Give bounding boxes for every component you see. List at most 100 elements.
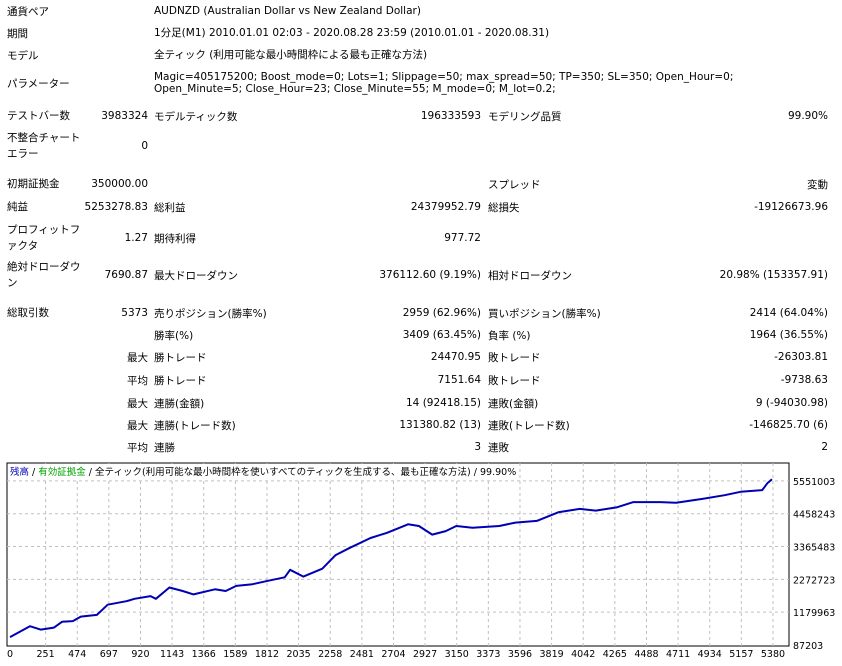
- stat-label: 相対ドローダウン: [488, 269, 572, 282]
- header-value: AUDNZD (Australian Dollar vs New Zealand…: [154, 5, 421, 17]
- stat-label: スプレッド: [488, 178, 541, 191]
- stat-value: 変動: [807, 178, 828, 191]
- stat-value: 24379952.79: [410, 201, 481, 213]
- header-row: 通貨ペア AUDNZD (Australian Dollar vs New Zea…: [0, 3, 842, 19]
- stat-value: -19126673.96: [754, 201, 828, 213]
- stat-label: [7, 439, 89, 455]
- stat-value: 0: [141, 140, 148, 152]
- stat-label: [7, 372, 89, 388]
- stat-value: [90, 327, 148, 343]
- legend-equity: 有効証拠金: [38, 467, 86, 478]
- header-label: パラメーター: [7, 77, 70, 90]
- x-tick-label: 3596: [508, 649, 532, 660]
- x-tick-label: 5157: [729, 649, 753, 660]
- stat-label: モデリング品質: [488, 110, 562, 123]
- legend-sep: /: [29, 467, 39, 478]
- stat-value: 最大: [127, 397, 148, 410]
- stat-value: 平均: [127, 441, 148, 454]
- x-tick-label: 4934: [698, 649, 722, 660]
- stat-value: 3409 (63.45%): [402, 329, 481, 341]
- header-value: Magic=405175200; Boost_mode=0; Lots=1; S…: [154, 71, 734, 95]
- stat-value: -146825.70 (6): [749, 419, 828, 431]
- y-tick-label: 4458243: [793, 510, 835, 521]
- stat-value: 350000.00: [91, 178, 148, 190]
- stat-label: 初期証拠金: [7, 178, 60, 190]
- stat-value: 9 (-94030.98): [755, 397, 828, 409]
- stat-value: [290, 176, 481, 192]
- stat-value: -26303.81: [774, 351, 828, 363]
- stat-label: 連敗(トレード数): [488, 419, 570, 432]
- x-tick-label: 2704: [381, 649, 405, 660]
- stat-label: [7, 417, 89, 433]
- stat-value: [600, 222, 828, 254]
- stat-label: 勝率(%): [154, 329, 194, 342]
- legend-model: 全ティック(利用可能な最小時間枠を使いすべてのティックを生成する、最も正確な方法…: [95, 467, 471, 478]
- x-tick-label: 3373: [476, 649, 500, 660]
- stats-row: 勝率(%) 3409 (63.45%) 負率 (%) 1964 (36.55%): [0, 327, 842, 343]
- stat-label: モデルティック数: [154, 110, 238, 123]
- stat-value: 2: [821, 441, 828, 453]
- stat-label: 不整合チャートエラー: [7, 132, 81, 160]
- x-tick-label: 2927: [413, 649, 437, 660]
- stat-value: 99.90%: [787, 110, 828, 122]
- x-tick-label: 3150: [445, 649, 469, 660]
- x-tick-label: 4711: [666, 649, 690, 660]
- stat-label: 敗トレード: [488, 351, 541, 364]
- x-tick-label: 1366: [192, 649, 216, 660]
- stat-value: [600, 130, 828, 162]
- x-tick-label: 2258: [318, 649, 342, 660]
- stat-label: 買いポジション(勝率%): [488, 307, 601, 320]
- stat-value: [290, 130, 481, 162]
- stat-value: 20.98% (153357.91): [719, 269, 828, 281]
- stat-value: 3: [474, 441, 481, 453]
- y-tick-label: 87203: [793, 641, 823, 652]
- stats-row: 平均 連勝 3 連敗 2: [0, 439, 842, 455]
- stats-row: 総取引数 5373 売りポジション(勝率%) 2959 (62.96%) 買いポジション…: [0, 305, 842, 321]
- balance-chart: 0 251 474 697 920 1143 1366 1589 1812 2035 2258 248…: [6, 462, 835, 660]
- stat-value: 977.72: [444, 232, 481, 244]
- stats-row: 最大 勝トレード 24470.95 敗トレード -26303.81: [0, 349, 842, 365]
- x-tick-label: 4488: [634, 649, 658, 660]
- legend-sep: /: [85, 467, 96, 478]
- stat-value: 5373: [121, 307, 148, 319]
- stat-value: 376112.60 (9.19%): [379, 269, 481, 281]
- stat-label: 純益: [7, 201, 28, 213]
- stats-row: 最大 連勝(トレード数) 131380.82 (13) 連敗(トレード数) -14682…: [0, 417, 842, 433]
- header-row: パラメーター Magic=405175200; Boost_mode=0; Lot…: [0, 70, 842, 96]
- stats-row: 絶対ドローダウン 7690.87 最大ドローダウン 376112.60 (9.19%)…: [0, 259, 842, 291]
- stats-row: 平均 勝トレード 7151.64 敗トレード -9738.63: [0, 372, 842, 388]
- stat-label: 勝トレード: [154, 374, 207, 387]
- header-label: 期間: [7, 27, 28, 40]
- stat-value: 平均: [127, 374, 148, 387]
- x-tick-label: 251: [37, 649, 55, 660]
- plot-frame: [6, 462, 790, 647]
- x-tick-label: 4265: [603, 649, 627, 660]
- stat-label: 総利益: [154, 201, 186, 214]
- y-tick-label: 3365483: [793, 543, 835, 554]
- stat-label: テストバー数: [7, 110, 70, 122]
- y-tick-label: 5551003: [793, 477, 835, 488]
- balance-line: [9, 478, 773, 638]
- stat-label: 連勝(金額): [154, 397, 205, 410]
- stat-label: 期待利得: [154, 232, 196, 245]
- stat-value: 1.27: [124, 232, 148, 244]
- stat-value: 14 (92418.15): [406, 397, 481, 409]
- header-row: 期間 1分足(M1) 2010.01.01 02:03 - 2020.08.28 …: [0, 25, 842, 41]
- stats-row: 不整合チャートエラー 0: [0, 130, 842, 162]
- stat-value: 131380.82 (13): [399, 419, 481, 431]
- stat-label: 最大ドローダウン: [154, 269, 238, 282]
- legend-sep: /: [470, 467, 481, 478]
- stats-row: プロフィットファクタ 1.27 期待利得 977.72: [0, 222, 842, 254]
- stat-label: 連勝(トレード数): [154, 419, 236, 432]
- stat-label: 勝トレード: [154, 351, 207, 364]
- stat-label: 負率 (%): [488, 329, 531, 342]
- x-tick-label: 920: [131, 649, 149, 660]
- stat-label: 総取引数: [7, 307, 49, 319]
- x-tick-label: 4042: [571, 649, 595, 660]
- stat-label: [7, 349, 89, 365]
- stats-row: テストバー数 3983324 モデルティック数 196333593 モデリング品質 99.…: [0, 108, 842, 124]
- x-tick-label: 697: [100, 649, 118, 660]
- header-label: モデル: [7, 49, 39, 62]
- header-label: 通貨ペア: [7, 5, 49, 18]
- stat-label: 敗トレード: [488, 374, 541, 387]
